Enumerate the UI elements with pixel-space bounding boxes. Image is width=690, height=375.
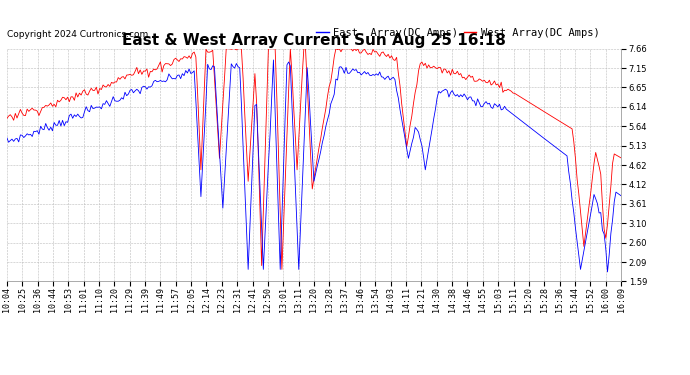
Title: East & West Array Current Sun Aug 25 16:18: East & West Array Current Sun Aug 25 16:… xyxy=(122,33,506,48)
Legend: East  Array(DC Amps), West Array(DC Amps): East Array(DC Amps), West Array(DC Amps) xyxy=(312,24,604,42)
Text: Copyright 2024 Curtronics.com: Copyright 2024 Curtronics.com xyxy=(7,30,148,39)
